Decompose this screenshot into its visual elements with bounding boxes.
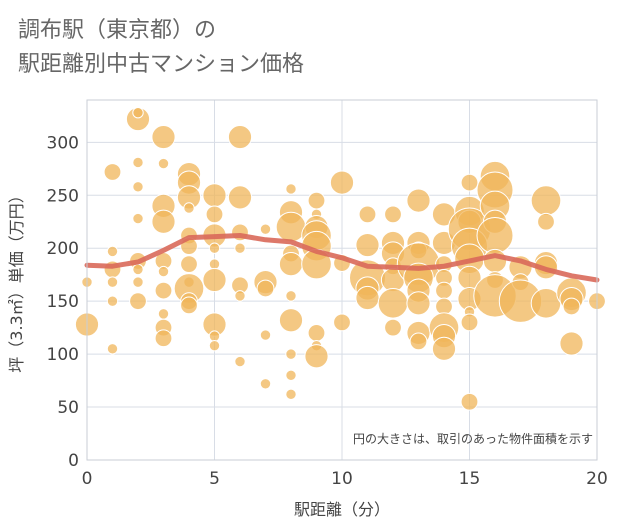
data-bubble [259, 329, 272, 341]
data-bubble [285, 348, 297, 360]
data-bubble [285, 369, 297, 381]
data-bubble [285, 388, 297, 401]
data-bubble [103, 163, 122, 181]
x-tick-label: 20 [586, 469, 608, 489]
data-bubble [256, 279, 275, 298]
data-bubble [129, 292, 147, 311]
data-bubble [460, 173, 479, 192]
data-bubble [285, 183, 297, 195]
data-bubble [431, 336, 457, 361]
data-bubble [278, 308, 304, 333]
data-bubble [285, 290, 297, 302]
data-bubble [157, 157, 170, 170]
data-bubble [154, 281, 173, 300]
trend-line [84, 233, 600, 283]
data-bubble [409, 332, 428, 351]
y-axis-label: 坪（3.3㎡）単価（万円） [7, 187, 26, 372]
data-bubble [151, 209, 176, 234]
trend-series [84, 233, 600, 283]
data-bubble [151, 124, 176, 150]
data-bubble [157, 308, 170, 320]
data-bubble [202, 183, 227, 208]
data-bubble [358, 205, 377, 224]
data-bubble [208, 242, 221, 254]
y-tick-label: 50 [57, 398, 79, 418]
data-bubble [384, 318, 402, 337]
data-bubble [460, 392, 479, 411]
data-bubble [355, 232, 380, 258]
data-bubble [304, 344, 329, 369]
data-bubble [234, 355, 246, 368]
data-bubble [227, 124, 253, 150]
data-bubble [180, 296, 198, 315]
x-tick-label: 0 [82, 469, 93, 489]
x-tick-label: 5 [209, 469, 220, 489]
y-tick-label: 150 [47, 292, 79, 312]
y-tick-label: 300 [47, 133, 79, 153]
data-bubble [132, 276, 144, 288]
data-bubble [180, 255, 198, 274]
data-bubble [205, 205, 224, 224]
data-bubble [132, 107, 144, 119]
data-bubble [259, 223, 272, 235]
data-bubble [132, 156, 144, 169]
data-bubble [435, 281, 453, 300]
data-bubble [355, 285, 380, 311]
bubble-series [74, 106, 606, 411]
data-bubble [234, 242, 246, 254]
data-bubble [562, 297, 581, 316]
data-bubble [333, 313, 351, 332]
plot-border [86, 99, 598, 461]
data-bubble [307, 191, 326, 210]
data-bubble [154, 329, 173, 348]
data-bubble [406, 291, 431, 316]
data-bubble [377, 287, 409, 319]
data-bubble [132, 181, 144, 193]
data-bubble [106, 276, 119, 288]
data-bubble [329, 170, 355, 195]
data-bubble [234, 290, 246, 302]
data-bubble [559, 331, 584, 356]
data-bubble [106, 295, 119, 307]
y-tick-label: 0 [68, 451, 79, 471]
data-bubble [157, 265, 170, 278]
data-bubble [537, 212, 555, 231]
y-tick-label: 100 [47, 345, 79, 365]
data-bubble [406, 188, 431, 213]
data-bubble [384, 205, 402, 224]
data-bubble [307, 324, 326, 342]
data-bubble [132, 212, 144, 225]
y-axis-ticks: 0 50 100 150 200 250 300 [47, 133, 79, 471]
data-bubble [227, 185, 253, 210]
data-bubble [106, 343, 119, 355]
chart-title: 調布駅（東京都）の 駅距離別中古マンション価格 [18, 18, 305, 77]
data-bubble [259, 378, 272, 390]
x-tick-label: 15 [459, 469, 481, 489]
data-bubble [476, 217, 514, 255]
data-bubble [482, 248, 508, 274]
data-bubble [208, 330, 221, 342]
data-bubble [132, 263, 144, 276]
data-bubble [208, 258, 221, 270]
x-axis-label: 駅距離（分） [294, 500, 390, 519]
data-bubble [208, 339, 221, 352]
x-tick-label: 10 [331, 469, 353, 489]
data-bubble [460, 313, 479, 332]
data-bubble [106, 245, 119, 258]
size-annotation: 円の大きさは、取引のあった物件面積を示す [353, 431, 593, 446]
data-bubble [278, 252, 304, 277]
data-bubble [530, 185, 562, 216]
y-tick-label: 200 [47, 239, 79, 259]
y-tick-label: 250 [47, 186, 79, 206]
data-bubble [202, 267, 227, 293]
x-axis-ticks: 0 5 10 15 20 [82, 469, 608, 489]
data-bubble [183, 202, 195, 214]
